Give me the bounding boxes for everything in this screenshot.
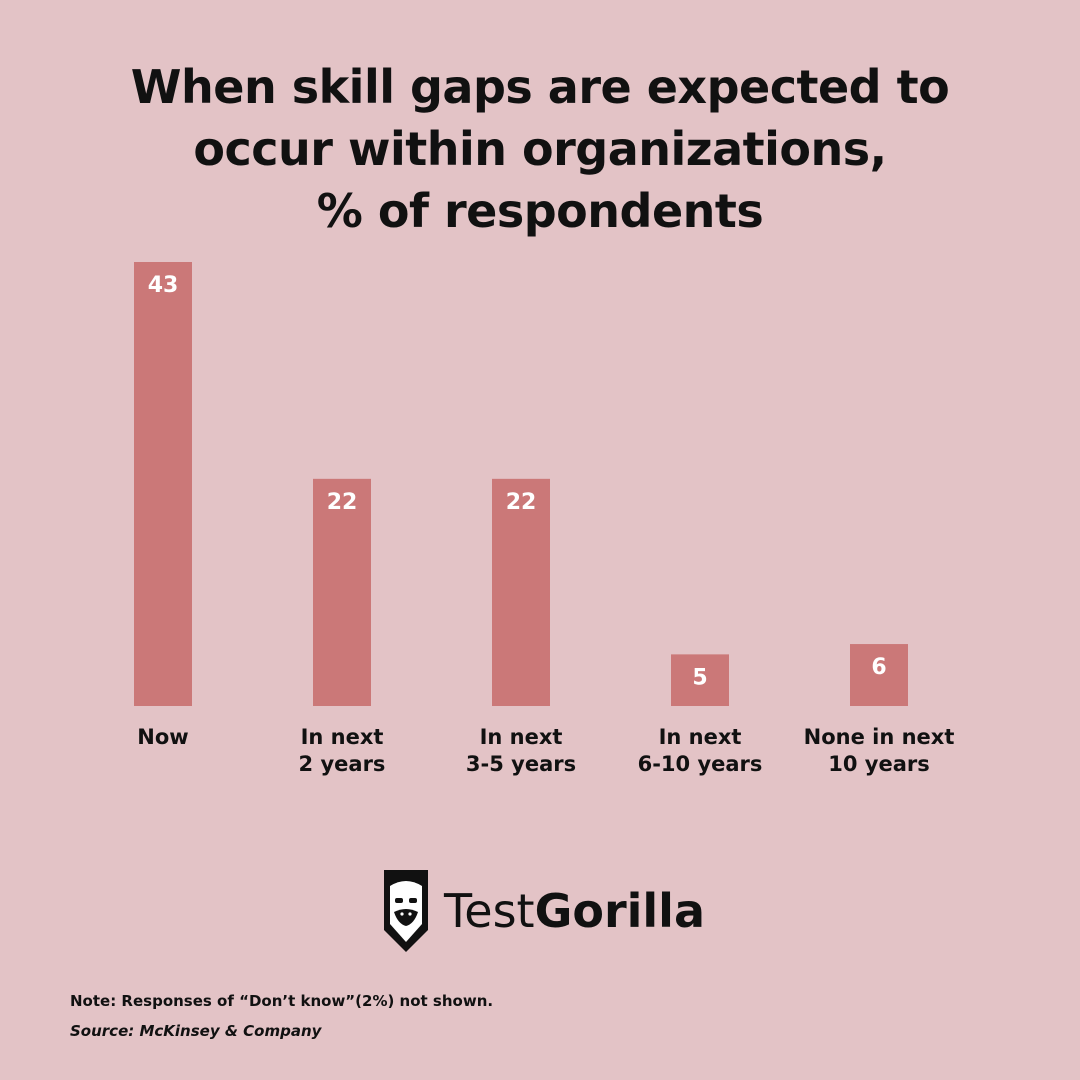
- category-label-1-line-0: In next: [301, 725, 384, 749]
- data-label-1: 22: [327, 490, 358, 515]
- logo-text-test: Test: [444, 884, 535, 938]
- data-label-0: 43: [148, 273, 179, 298]
- source-citation: Source: McKinsey & Company: [70, 1022, 322, 1040]
- chart-title: When skill gaps are expected to occur wi…: [0, 56, 1080, 242]
- bar-chart: 43 Now 22 In next 2 years 22 In next 3-5 years 5…: [134, 262, 955, 776]
- chart-title-line-1: When skill gaps are expected to: [130, 60, 950, 114]
- category-label-3-line-0: In next: [659, 725, 742, 749]
- bar-0: [134, 262, 192, 706]
- category-label-0-line-0: Now: [137, 725, 188, 749]
- category-label-2-line-0: In next: [480, 725, 563, 749]
- bar-4: [850, 644, 908, 706]
- logo-text-gorilla: Gorilla: [534, 884, 705, 938]
- bar-2: [492, 478, 550, 706]
- bar-3: [671, 654, 729, 706]
- chart-title-line-3: % of respondents: [316, 184, 764, 238]
- data-label-2: 22: [506, 490, 537, 515]
- category-label-4-line-0: None in next: [804, 725, 955, 749]
- category-label-2-line-1: 3-5 years: [466, 752, 576, 776]
- gorilla-icon: [384, 870, 428, 952]
- data-label-4: 6: [871, 655, 886, 680]
- category-label-3-line-1: 6-10 years: [638, 752, 763, 776]
- category-label-4-line-1: 10 years: [828, 752, 930, 776]
- category-label-1-line-1: 2 years: [299, 752, 386, 776]
- chart-title-line-2: occur within organizations,: [193, 122, 887, 176]
- testgorilla-logo: TestGorilla: [380, 866, 705, 956]
- data-label-3: 5: [692, 665, 707, 690]
- footnote: Note: Responses of “Don’t know”(2%) not …: [70, 992, 494, 1010]
- logo-wordmark: TestGorilla: [444, 884, 705, 938]
- bar-1: [313, 478, 371, 706]
